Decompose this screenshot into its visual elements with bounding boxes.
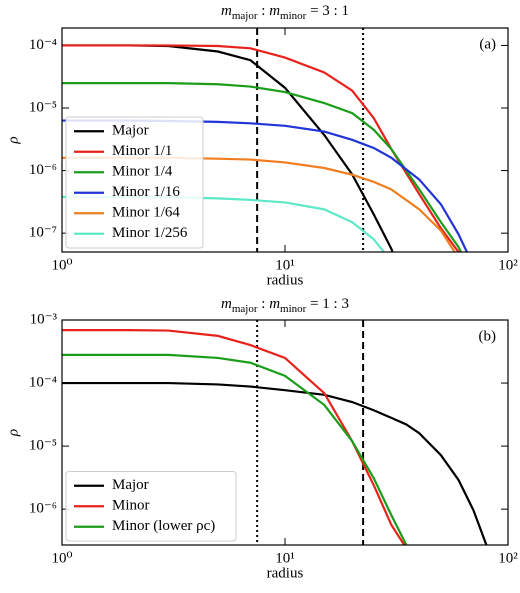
legend-label: Minor 1/64	[112, 205, 180, 221]
legend-label: Minor	[112, 498, 150, 514]
x-tick-label: 10²	[498, 550, 518, 566]
series-line	[62, 44, 460, 252]
panel-title: mmajor : mminor = 3 : 1	[221, 3, 349, 21]
title-part: m	[221, 3, 232, 19]
x-tick-label: 10⁰	[51, 550, 72, 566]
legend-label: Minor 1/256	[112, 225, 188, 241]
y-tick-label: 10⁻⁵	[29, 99, 57, 115]
y-tick-label: 10⁻⁷	[29, 225, 57, 241]
x-tick-label: 10¹	[275, 550, 295, 566]
legend-label: Major	[112, 123, 149, 139]
x-axis-label: radius	[267, 565, 304, 581]
x-tick-label: 10²	[498, 257, 518, 273]
title-part: :	[258, 3, 270, 19]
y-axis-label: ρ	[5, 429, 21, 437]
title-part: m	[221, 296, 232, 312]
y-tick-label: 10⁻⁴	[29, 374, 57, 390]
title-part: = 3 : 1	[306, 3, 349, 19]
y-tick-label: 10⁻³	[30, 311, 58, 327]
panel-label: (a)	[479, 36, 496, 52]
series-line	[62, 353, 408, 545]
series-line	[62, 82, 463, 252]
panel-title: mmajor : mminor = 1 : 3	[221, 296, 349, 314]
title-part: minor	[280, 10, 307, 22]
title-part: m	[269, 3, 280, 19]
legend-label: Minor 1/1	[112, 143, 172, 159]
title-part: :	[258, 296, 270, 312]
title-part: major	[232, 10, 258, 22]
legend-label: Major	[112, 477, 149, 493]
y-tick-label: 10⁻⁵	[29, 438, 57, 454]
legend-label: Minor 1/16	[112, 184, 180, 200]
title-part: = 1 : 3	[306, 296, 349, 312]
title-part: m	[269, 296, 280, 312]
legend-label: Minor 1/4	[112, 164, 173, 180]
title-part: major	[232, 303, 258, 315]
plot-frame	[61, 319, 509, 546]
series-line	[62, 329, 406, 545]
x-tick-label: 10⁰	[51, 257, 72, 273]
series-line	[62, 381, 488, 545]
panel-label: (b)	[479, 328, 497, 344]
legend-box	[65, 116, 204, 249]
x-axis-label: radius	[267, 272, 304, 288]
y-axis-label: ρ	[5, 136, 21, 144]
x-tick-label: 10¹	[275, 257, 295, 273]
plot-frame	[61, 27, 509, 253]
y-tick-label: 10⁻⁴	[29, 37, 57, 53]
y-tick-label: 10⁻⁶	[29, 162, 57, 178]
y-tick-label: 10⁻⁶	[29, 501, 57, 517]
legend-label: Minor (lower ρc)	[112, 518, 215, 534]
legend-box	[65, 471, 237, 542]
title-part: minor	[280, 303, 307, 315]
